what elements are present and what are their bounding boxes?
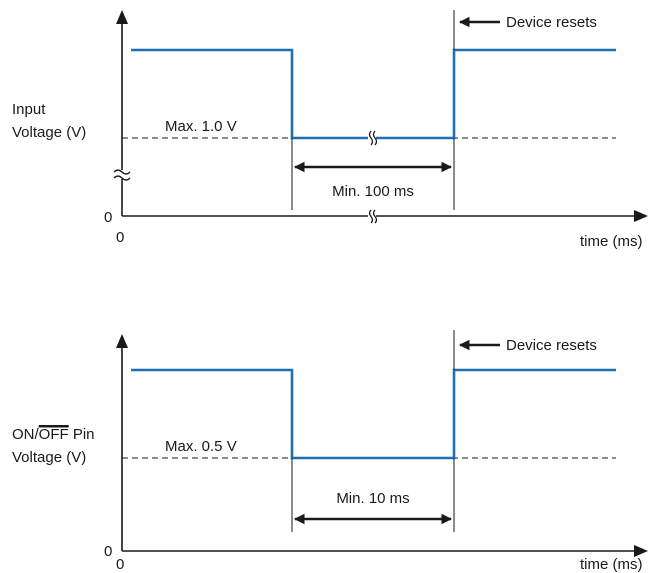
duration-label: Min. 10 ms [336,490,409,507]
x-origin-label: 0 [116,556,124,573]
device-resets-label: Device resets [506,14,597,31]
x-origin-label: 0 [116,229,124,246]
threshold-label: Max. 0.5 V [165,438,237,455]
x-axis-arrowhead [634,545,648,557]
on-off-pin-signal [131,368,616,460]
x-axis-label: time (ms) [580,556,643,573]
x-axis-break-symbol [368,209,378,224]
signal-break-symbol [368,130,378,146]
y-axis-label-line2: Voltage (V) [12,124,86,141]
x-axis-label: time (ms) [580,233,643,250]
y-origin-label: 0 [104,543,112,560]
y-axis-label-line1: ON/OFF Pin [12,426,95,443]
y-axis-label-line2: Voltage (V) [12,449,86,466]
device-resets-label: Device resets [506,337,597,354]
y-origin-label: 0 [104,209,112,226]
y-axis-arrowhead [116,10,128,24]
y-axis-break-symbol [113,169,131,181]
threshold-label: Max. 1.0 V [165,118,237,135]
y-axis-label-line1: Input [12,101,46,118]
on-off-pin-voltage-diagram: ON/OFF Pin Voltage (V) Max. 0.5 V Min. 1… [12,330,648,573]
input-voltage-diagram: Input Voltage (V) Max. 1.0 V Min. 100 ms… [12,10,648,250]
x-axis-arrowhead [634,210,648,222]
overbar-off-text: OFF [39,426,69,443]
duration-label: Min. 100 ms [332,183,414,200]
y-axis-arrowhead [116,334,128,348]
